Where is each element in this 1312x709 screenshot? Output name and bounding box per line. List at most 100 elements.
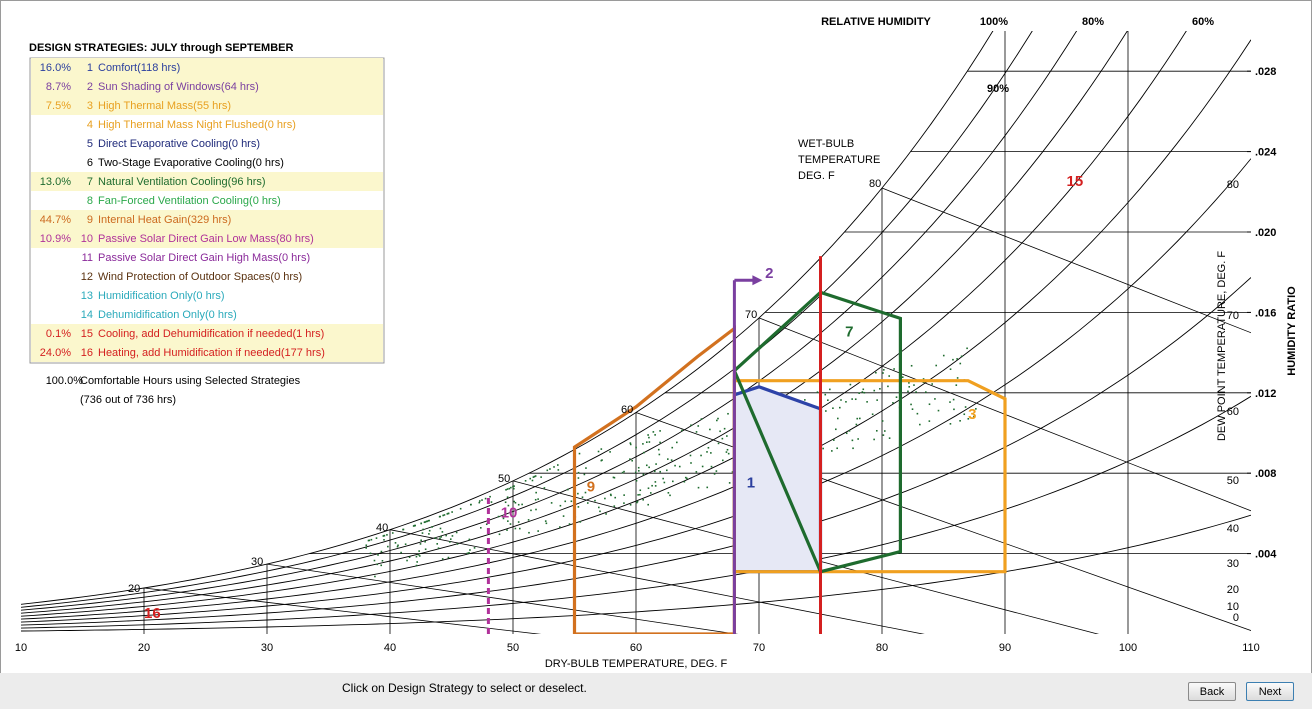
climate-data-point xyxy=(400,551,402,554)
climate-data-point xyxy=(674,464,676,467)
rh-curve xyxy=(21,31,994,605)
strategy-percent: 16.0% xyxy=(40,62,71,74)
climate-data-point xyxy=(873,389,876,392)
climate-data-point xyxy=(967,417,970,420)
climate-data-point xyxy=(648,436,650,439)
climate-data-point xyxy=(490,501,493,503)
climate-data-point xyxy=(654,481,657,483)
y-tick-label: .012 xyxy=(1255,388,1276,400)
climate-data-point xyxy=(959,420,961,422)
climate-data-point xyxy=(892,402,894,404)
climate-data-point xyxy=(373,559,376,562)
climate-data-point xyxy=(833,439,835,441)
dewpoint-label: 40 xyxy=(1227,523,1239,535)
zone-label-10: 10 xyxy=(501,504,518,521)
climate-data-point xyxy=(383,534,386,537)
strategy-percent: 44.7% xyxy=(40,214,71,226)
climate-data-point xyxy=(686,477,688,480)
climate-data-point xyxy=(544,520,547,522)
climate-data-point xyxy=(599,510,601,513)
climate-data-point xyxy=(636,501,638,504)
climate-data-point xyxy=(397,544,399,547)
climate-data-point xyxy=(537,530,539,532)
strategy-row-16[interactable]: 24.0% 16 Heating, add Humidification if ne… xyxy=(31,343,383,362)
climate-data-point xyxy=(645,441,648,444)
next-button[interactable]: Next xyxy=(1246,682,1294,701)
climate-data-point xyxy=(908,386,911,388)
climate-data-point xyxy=(505,488,507,491)
climate-data-point xyxy=(485,523,488,526)
climate-data-point xyxy=(654,485,657,487)
x-tick-label: 30 xyxy=(261,642,273,654)
climate-data-point xyxy=(543,487,546,489)
strategy-row-5[interactable]: 5 Direct Evaporative Cooling(0 hrs) xyxy=(87,138,260,150)
strategy-row-11[interactable]: 11 Passive Solar Direct Gain High Mass(0 … xyxy=(82,252,311,264)
strategy-row-7[interactable]: 13.0% 7 Natural Ventilation Cooling(96 hrs… xyxy=(31,172,383,191)
footer-bar: Click on Design Strategy to select or de… xyxy=(0,673,1312,709)
climate-data-point xyxy=(498,533,501,536)
climate-data-point xyxy=(567,488,569,491)
climate-data-point xyxy=(367,539,370,542)
climate-data-point xyxy=(676,441,678,444)
climate-data-point xyxy=(513,485,515,487)
climate-data-point xyxy=(829,388,831,391)
strategy-row-10[interactable]: 10.9% 10 Passive Solar Direct Gain Low Mas… xyxy=(31,229,383,248)
climate-data-point xyxy=(911,408,914,410)
strategy-row-15[interactable]: 0.1% 15 Cooling, add Dehumidification if n… xyxy=(31,324,383,343)
climate-data-point xyxy=(564,500,567,503)
strategy-row-6[interactable]: 6 Two-Stage Evaporative Cooling(0 hrs) xyxy=(87,157,284,169)
climate-data-point xyxy=(479,527,482,529)
climate-data-point xyxy=(852,447,854,450)
zone-label-16: 16 xyxy=(144,605,161,622)
climate-data-point xyxy=(420,539,422,542)
zone-label-1: 1 xyxy=(747,474,755,491)
summary-subtext: (736 out of 736 hrs) xyxy=(80,394,176,406)
strategy-percent: 13.0% xyxy=(40,176,71,188)
climate-data-point xyxy=(609,451,611,453)
strategy-row-12[interactable]: 12 Wind Protection of Outdoor Spaces(0 hr… xyxy=(81,271,302,283)
climate-data-point xyxy=(862,388,865,391)
climate-data-point xyxy=(849,383,852,386)
climate-data-point xyxy=(418,555,421,557)
climate-data-point xyxy=(690,424,692,427)
climate-data-point xyxy=(643,451,645,454)
climate-data-point xyxy=(845,432,848,435)
climate-data-point xyxy=(639,493,641,496)
strategy-number: 5 xyxy=(87,138,93,150)
strategy-row-8[interactable]: 8 Fan-Forced Ventilation Cooling(0 hrs) xyxy=(87,195,281,207)
climate-data-point xyxy=(441,531,444,533)
climate-data-point xyxy=(612,476,615,479)
climate-data-point xyxy=(466,552,469,555)
x-tick-label: 20 xyxy=(138,642,150,654)
climate-data-point xyxy=(848,430,851,432)
climate-data-point xyxy=(913,384,915,386)
climate-data-point xyxy=(922,378,925,380)
climate-data-point xyxy=(424,548,427,551)
back-button[interactable]: Back xyxy=(1188,682,1236,701)
strategy-row-13[interactable]: 13 Humidification Only(0 hrs) xyxy=(81,290,225,302)
climate-data-point xyxy=(726,435,728,437)
climate-data-point xyxy=(514,527,517,530)
strategy-row-1[interactable]: 16.0% 1 Comfort(118 hrs) xyxy=(31,58,383,77)
climate-data-point xyxy=(406,559,408,562)
strategy-row-3[interactable]: 7.5% 3 High Thermal Mass(55 hrs) xyxy=(31,96,383,115)
climate-data-point xyxy=(666,469,668,472)
strategy-row-9[interactable]: 44.7% 9 Internal Heat Gain(329 hrs) xyxy=(31,210,383,229)
climate-data-point xyxy=(451,535,454,537)
climate-data-point xyxy=(369,552,372,555)
climate-data-point xyxy=(426,520,428,523)
climate-data-point xyxy=(651,484,653,487)
climate-data-point xyxy=(855,423,858,426)
climate-data-point xyxy=(386,534,388,536)
strategy-row-2[interactable]: 8.7% 2 Sun Shading of Windows(64 hrs) xyxy=(31,77,383,96)
climate-data-point xyxy=(942,354,945,357)
climate-data-point xyxy=(959,362,962,365)
climate-data-point xyxy=(681,429,683,432)
strategy-row-14[interactable]: 14 Dehumidification Only(0 hrs) xyxy=(81,309,237,321)
climate-data-point xyxy=(497,515,500,518)
climate-data-point xyxy=(895,396,898,398)
strategy-row-4[interactable]: 4 High Thermal Mass Night Flushed(0 hrs) xyxy=(87,119,296,131)
climate-data-point xyxy=(365,547,368,549)
climate-data-point xyxy=(469,503,472,506)
climate-data-point xyxy=(421,532,424,534)
